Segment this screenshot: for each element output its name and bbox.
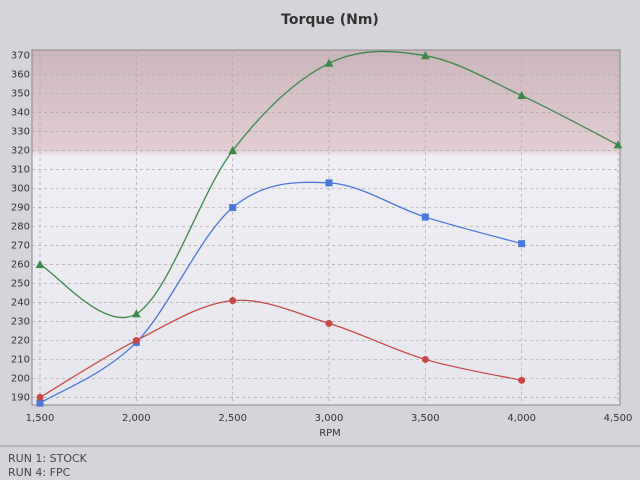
legend-entry: RUN 1: STOCK	[8, 452, 88, 465]
data-point	[613, 140, 623, 149]
y-tick-label: 330	[11, 127, 30, 138]
y-tick-label: 250	[11, 279, 30, 290]
y-tick-label: 210	[11, 354, 30, 365]
series-line	[39, 299, 522, 398]
y-tick-label: 350	[11, 89, 30, 100]
x-tick-label: 3,000	[315, 413, 344, 424]
plot-area	[31, 49, 621, 406]
chart-title: Torque (Nm)	[281, 12, 379, 28]
data-point	[228, 146, 238, 155]
data-point	[518, 376, 526, 384]
y-tick-label: 360	[11, 70, 30, 81]
data-point	[420, 51, 430, 60]
y-tick-label: 290	[11, 203, 30, 214]
data-point	[132, 336, 140, 344]
legend-entry: RUN 4: FPC	[8, 466, 71, 479]
y-tick-label: 370	[11, 51, 30, 62]
x-tick-label: 4,000	[507, 413, 536, 424]
data-point	[36, 399, 44, 407]
y-tick-label: 300	[11, 184, 30, 195]
data-point	[229, 204, 237, 212]
y-tick-label: 310	[11, 165, 30, 176]
x-tick-label: 3,500	[411, 413, 440, 424]
x-tick-label: 2,500	[218, 413, 247, 424]
x-axis-label: RPM	[319, 428, 341, 439]
data-point	[324, 58, 334, 67]
data-point	[325, 179, 333, 187]
x-tick-label: 1,500	[26, 413, 55, 424]
data-point	[325, 319, 333, 327]
y-tick-label: 200	[11, 373, 30, 384]
y-tick-label: 230	[11, 316, 30, 327]
data-point	[229, 297, 237, 305]
y-tick-label: 280	[11, 222, 30, 233]
y-tick-label: 240	[11, 297, 30, 308]
data-point	[131, 309, 141, 318]
data-point	[518, 240, 526, 248]
x-tick-label: 2,000	[122, 413, 151, 424]
data-point	[517, 91, 527, 100]
y-tick-label: 190	[11, 392, 30, 403]
data-point	[35, 259, 45, 269]
data-point	[421, 213, 429, 221]
y-tick-label: 320	[11, 146, 30, 157]
x-tick-label: 4,500	[604, 413, 633, 424]
y-tick-label: 260	[11, 260, 30, 271]
data-point	[421, 355, 429, 363]
data-point	[36, 393, 44, 401]
y-tick-label: 340	[11, 108, 30, 119]
y-tick-label: 220	[11, 335, 30, 346]
y-tick-label: 270	[11, 241, 30, 252]
